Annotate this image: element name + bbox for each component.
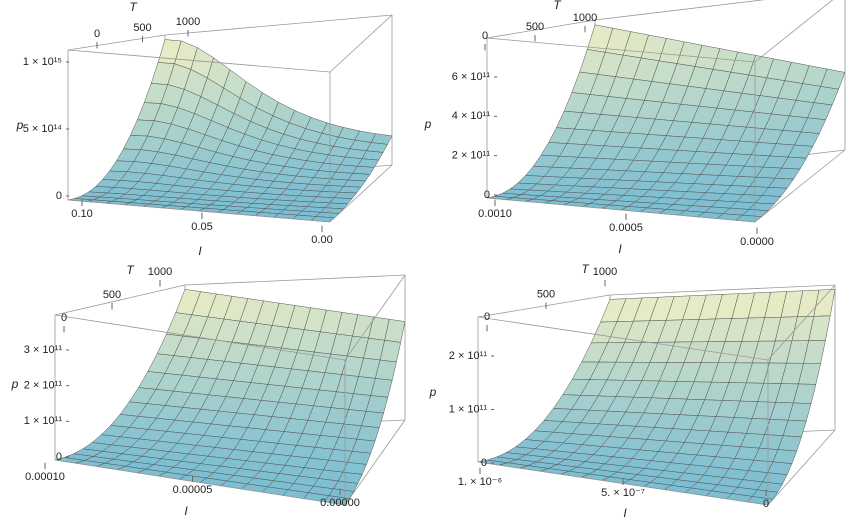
axis-title: p [11, 377, 19, 391]
tick-label: 0.0000 [740, 236, 774, 248]
tick-label: 6 × 10¹¹ [452, 71, 491, 83]
box-edge [329, 164, 393, 223]
tick-label: 2 × 10¹¹ [24, 380, 63, 392]
tick-label: 500 [133, 22, 151, 34]
box-edge [329, 14, 393, 73]
tick-label: 1000 [593, 266, 617, 278]
axis-title: T [129, 0, 138, 14]
tick-label: 0 [94, 28, 100, 40]
box-edge [164, 14, 393, 36]
axis-title: T [126, 263, 135, 277]
tick-label: 1. × 10⁻⁶ [458, 476, 502, 488]
tick-label: 0 [484, 189, 490, 201]
box-edge [184, 274, 406, 286]
tick-label: 0 [484, 311, 490, 323]
tick-label: 1 × 10¹¹ [449, 403, 488, 415]
box-edge [767, 429, 836, 506]
tick-label: 0.00 [311, 234, 332, 246]
box-edge [486, 19, 596, 39]
tick-label: 0.00010 [25, 471, 65, 483]
axis-title: p [429, 385, 437, 399]
tick-label: 1000 [573, 12, 597, 24]
tick-label: 0 [763, 498, 769, 510]
axis-title: p [16, 118, 24, 132]
tick-label: 5 × 10¹⁴ [23, 123, 63, 135]
tick-label: 1000 [176, 16, 200, 28]
axis-title: I [618, 242, 622, 256]
box-edge [754, 0, 834, 63]
tick-label: 500 [537, 288, 555, 300]
tick-label: 2 × 10¹¹ [449, 350, 488, 362]
box-edge [767, 284, 836, 361]
tick-label: 0.00000 [320, 497, 360, 509]
axis-title: p [424, 117, 432, 131]
box-edge [344, 419, 406, 506]
box-edge [54, 459, 346, 506]
box-edge [67, 199, 331, 223]
tick-label: 0 [482, 30, 488, 42]
tick-label: 5. × 10⁻⁷ [601, 487, 645, 499]
box-edge [54, 314, 346, 361]
box-edge [67, 34, 166, 51]
box-edge [609, 284, 836, 296]
box-edge [594, 0, 766, 21]
tick-label: 1 × 10¹¹ [24, 415, 63, 427]
axis-title: I [623, 506, 627, 520]
tick-label: 500 [526, 21, 544, 33]
box-edge [344, 274, 406, 361]
tick-label: 500 [103, 289, 121, 301]
box-edge [477, 316, 769, 361]
tick-label: 0.10 [71, 208, 92, 220]
tick-label: 0.00005 [173, 484, 213, 496]
box-edge [754, 149, 846, 223]
tick-label: 0 [61, 312, 67, 324]
tick-label: 0.0005 [609, 222, 643, 234]
tick-label: 0 [481, 457, 487, 469]
box-edge [54, 284, 186, 316]
tick-label: 0.0010 [478, 208, 512, 220]
axis-title: T [553, 0, 562, 12]
tick-label: 4 × 10¹¹ [452, 110, 491, 122]
box-edge [486, 197, 756, 223]
tick-label: 0.05 [191, 221, 212, 233]
box-edge [486, 37, 756, 63]
tick-label: 0 [56, 190, 62, 202]
axis-title: I [184, 504, 188, 518]
tick-label: 1 × 10¹⁵ [23, 56, 62, 68]
tick-label: 3 × 10¹¹ [24, 344, 63, 356]
box-edge [477, 294, 611, 318]
tick-label: 1000 [148, 266, 172, 278]
axis-title: I [198, 244, 202, 258]
box-edge [67, 49, 331, 73]
tick-label: 2 × 10¹¹ [452, 150, 491, 162]
tick-label: 0 [56, 451, 62, 463]
axis-title: T [581, 262, 590, 276]
